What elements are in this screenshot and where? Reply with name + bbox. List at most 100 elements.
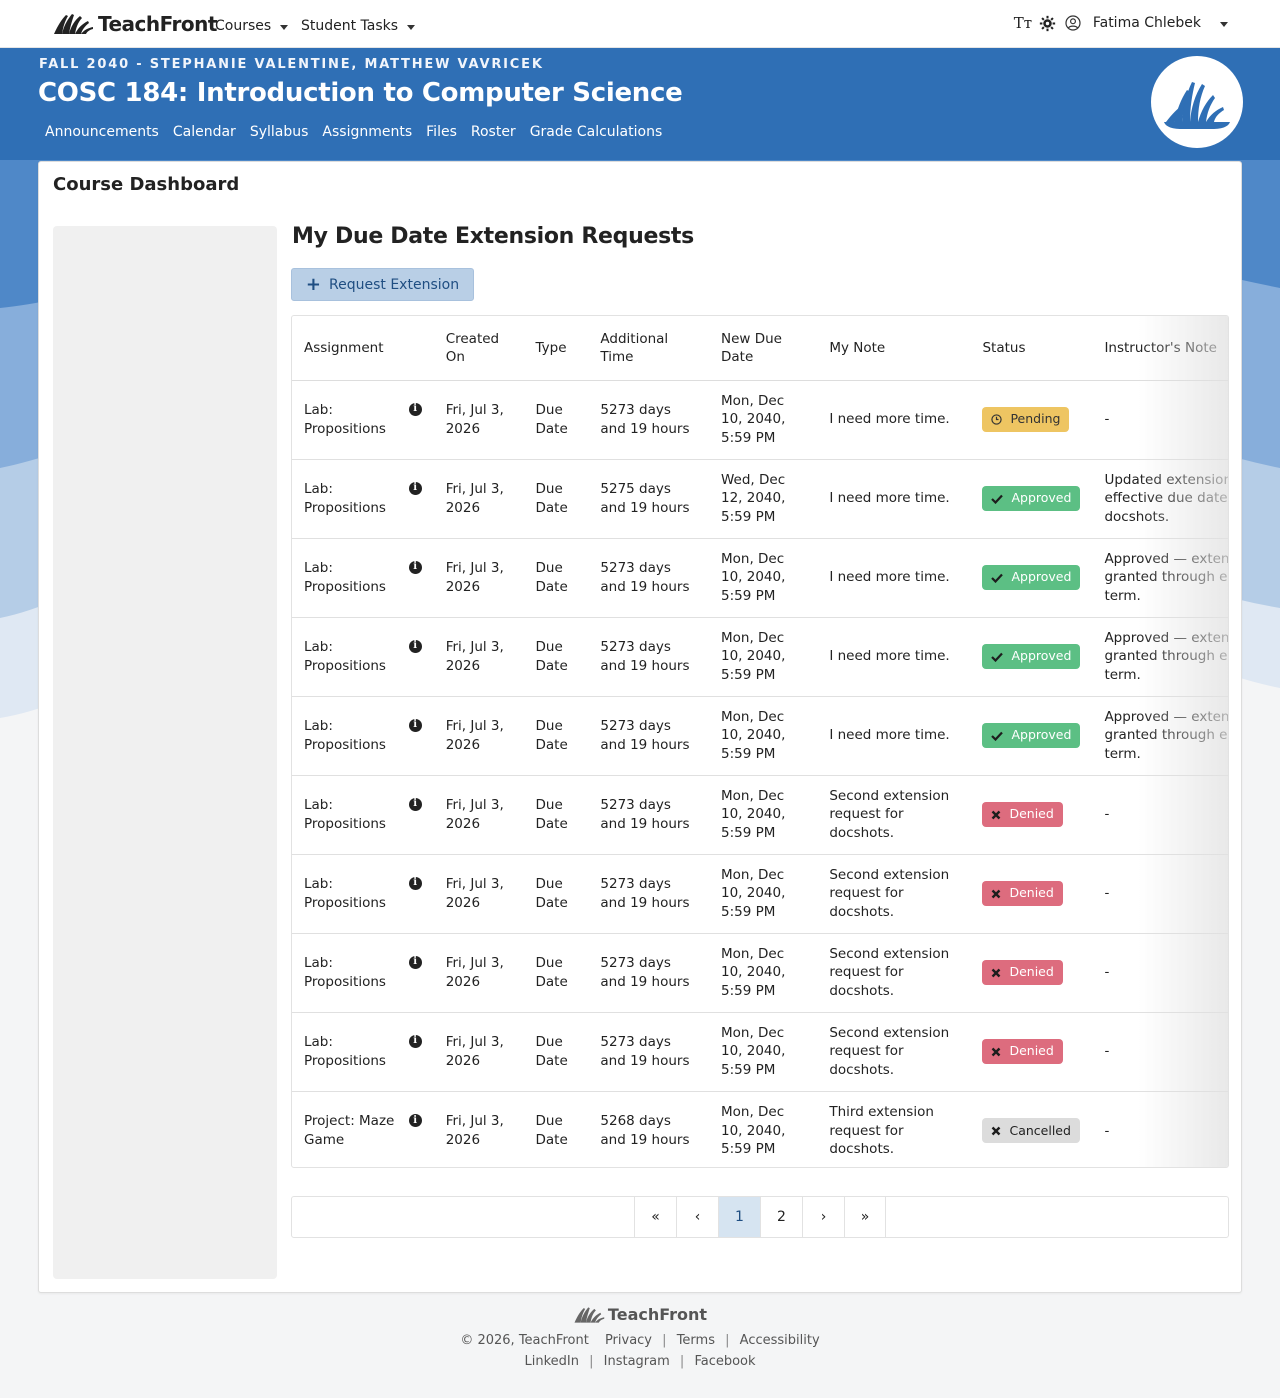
course-link-grade-calculations[interactable]: Grade Calculations [529,124,663,140]
header-status[interactable]: Status [970,316,1093,381]
instructor-note-text: Updated extension effective due date t d… [1104,471,1229,525]
cell-additional-time: 5273 days and 19 hours [588,854,709,934]
cell-status: Approved [970,538,1093,618]
font-size-icon[interactable]: Tт [1013,14,1032,32]
footer-separator: | [725,1333,730,1348]
assignment-name[interactable]: Lab: Propositions [304,560,386,595]
cell-assignment: Lab: Propositions i [292,933,434,1013]
brand-logo[interactable]: TeachFront [52,10,217,38]
info-icon[interactable]: i [408,640,422,653]
info-icon[interactable]: i [408,956,422,969]
info-icon[interactable]: i [408,403,422,416]
header-instructor-note[interactable]: Instructor's Note [1092,316,1228,381]
page-1-button[interactable]: 1 [718,1197,760,1237]
footer-copyright: © 2026, TeachFront [460,1333,589,1348]
cell-my-note: I need more time. [817,617,971,697]
cell-created-on: Fri, Jul 3, 2026 [433,854,524,934]
course-nav-links: Announcements Calendar Syllabus Assignme… [45,124,676,140]
cell-assignment: Lab: Propositions i [292,459,434,539]
cell-new-due-date: Mon, Dec 10, 2040, 5:59 PM [708,617,818,697]
page-2-button[interactable]: 2 [760,1197,802,1237]
card-title: Course Dashboard [53,174,240,195]
assignment-name[interactable]: Lab: Propositions [304,797,386,832]
assignment-name[interactable]: Lab: Propositions [304,955,386,990]
cell-additional-time: 5273 days and 19 hours [588,380,709,460]
cell-assignment: Lab: Propositions i [292,1012,434,1092]
cell-type: Due Date [523,775,589,855]
cell-new-due-date: Mon, Dec 10, 2040, 5:59 PM [708,854,818,934]
check-icon [991,731,1004,741]
courses-dropdown[interactable]: Courses [215,18,289,34]
table-row: Project: Maze Game i Fri, Jul 3, 2026 Due D… [292,1091,1228,1167]
cell-type: Due Date [523,854,589,934]
footer-link-privacy[interactable]: Privacy [604,1333,653,1348]
header-type[interactable]: Type [523,316,589,381]
footer-brand[interactable]: TeachFront [0,1305,1280,1324]
cell-new-due-date: Mon, Dec 10, 2040, 5:59 PM [708,1012,818,1092]
user-avatar-icon[interactable] [1064,14,1082,32]
course-link-files[interactable]: Files [426,124,457,140]
footer-link-linkedin[interactable]: LinkedIn [524,1354,579,1369]
next-page-button[interactable]: › [802,1197,844,1237]
course-link-syllabus[interactable]: Syllabus [249,124,309,140]
footer-link-terms[interactable]: Terms [676,1333,715,1348]
header-new-due-date[interactable]: New Due Date [708,316,818,381]
info-icon[interactable]: i [408,1035,422,1048]
header-assignment[interactable]: Assignment [292,316,434,381]
assignment-name[interactable]: Lab: Propositions [304,876,386,911]
first-page-button[interactable]: « [634,1197,676,1237]
instructor-note-text: - [1104,411,1110,428]
assignment-name[interactable]: Lab: Propositions [304,639,386,674]
cell-type: Due Date [523,933,589,1013]
course-term: FALL 2040 - STEPHANIE VALENTINE, MATTHEW… [39,57,544,72]
status-label: Approved [1011,569,1072,585]
chevron-down-icon[interactable] [1220,21,1228,27]
course-link-calendar[interactable]: Calendar [172,124,236,140]
footer-link-facebook[interactable]: Facebook [694,1354,756,1369]
footer-link-accessibility[interactable]: Accessibility [739,1333,820,1348]
assignment-name[interactable]: Lab: Propositions [304,1034,386,1069]
last-page-button[interactable]: » [844,1197,886,1237]
info-icon[interactable]: i [408,719,422,732]
x-icon [991,968,1001,978]
status-label: Cancelled [1009,1122,1071,1138]
cell-additional-time: 5268 days and 19 hours [600,1113,690,1148]
info-icon[interactable]: i [408,877,422,890]
course-link-roster[interactable]: Roster [470,124,516,140]
cell-type: Due Date [523,696,589,776]
table-header-row: Assignment Created On Type Additional Ti… [292,316,1228,381]
footer-link-instagram[interactable]: Instagram [603,1354,670,1369]
theme-gear-icon[interactable] [1039,14,1057,32]
cell-assignment: Lab: Propositions i [292,380,434,460]
cell-additional-time: 5273 days and 19 hours [588,696,709,776]
assignment-name[interactable]: Lab: Propositions [304,481,386,516]
course-link-assignments[interactable]: Assignments [322,124,413,140]
assignment-name[interactable]: Lab: Propositions [304,718,386,753]
request-extension-button[interactable]: + Request Extension [291,268,474,301]
prev-page-button[interactable]: ‹ [676,1197,718,1237]
header-created-on[interactable]: Created On [433,316,524,381]
cell-created-on: Fri, Jul 3, 2026 [433,933,524,1013]
header-additional-time[interactable]: Additional Time [588,316,709,381]
cell-my-note: I need more time. [817,459,971,539]
courses-label: Courses [215,18,272,34]
header-my-note[interactable]: My Note [817,316,971,381]
cell-instructor-note: - [1092,775,1228,855]
course-link-announcements[interactable]: Announcements [45,124,159,140]
cell-created-on: Fri, Jul 3, 2026 [433,538,524,618]
assignment-name[interactable]: Project: Maze Game [304,1113,395,1148]
info-icon[interactable]: i [408,482,422,495]
student-tasks-dropdown[interactable]: Student Tasks [301,18,416,34]
cell-my-note: I need more time. [817,696,971,776]
cell-created-on: Fri, Jul 3, 2026 [433,696,524,776]
user-menu-name[interactable]: Fatima Chlebek [1092,15,1201,31]
teachfront-logo-icon [54,14,93,34]
footer-separator: | [662,1333,667,1348]
info-icon[interactable]: i [408,798,422,811]
footer-row-1: © 2026, TeachFront Privacy | Terms | Acc… [0,1333,1280,1348]
assignment-name[interactable]: Lab: Propositions [304,402,386,437]
info-icon[interactable]: i [408,561,422,574]
info-icon[interactable]: i [408,1114,422,1128]
cell-new-due-date: Mon, Dec 10, 2040, 5:59 PM [708,380,818,460]
x-icon [991,1126,1001,1136]
